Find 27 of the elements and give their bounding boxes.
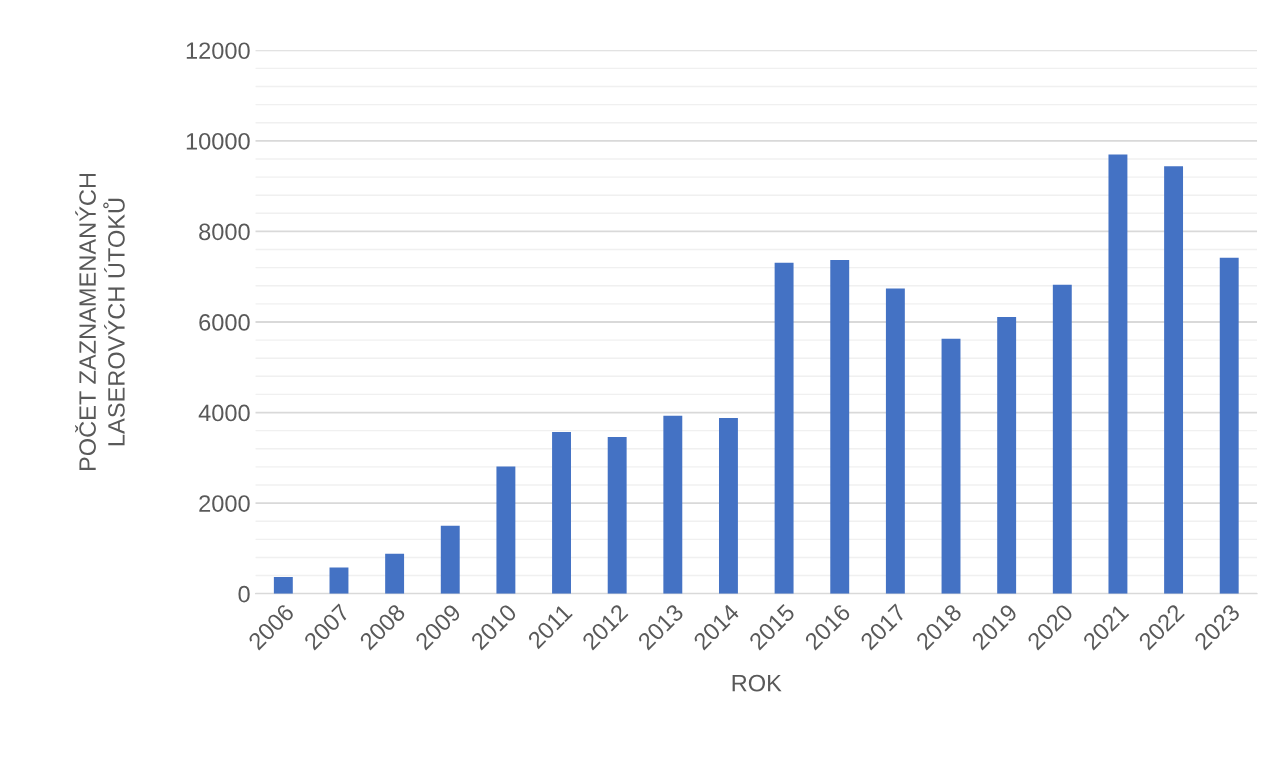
y-tick-label: 12000 <box>186 42 250 60</box>
bar <box>1219 257 1239 594</box>
y-tick-label: 8000 <box>199 223 250 241</box>
y-tick-label: 10000 <box>186 132 250 150</box>
bar <box>273 576 293 594</box>
bar <box>1164 166 1184 594</box>
y-tick-label: 4000 <box>198 404 250 422</box>
y-tick-label: 6000 <box>199 314 250 331</box>
bar <box>329 567 349 594</box>
bar <box>885 288 905 594</box>
bar <box>552 432 571 594</box>
bar <box>719 417 738 594</box>
bar <box>830 259 850 594</box>
bar <box>496 466 516 594</box>
bar <box>440 525 460 594</box>
bar <box>1052 284 1072 594</box>
bar <box>997 317 1017 594</box>
bar <box>607 436 627 594</box>
bar <box>774 262 794 594</box>
x-axis-title: ROK <box>732 674 782 692</box>
bar <box>663 415 683 594</box>
y-tick-label: 2000 <box>199 495 250 512</box>
bar <box>941 338 961 594</box>
y-tick-label: 0 <box>238 585 250 603</box>
bar <box>385 553 405 594</box>
y-axis-title: POČET ZAZNAMENANÝCH LASEROVÝCH ÚTOKŮ <box>75 173 125 471</box>
bar <box>1108 154 1128 594</box>
